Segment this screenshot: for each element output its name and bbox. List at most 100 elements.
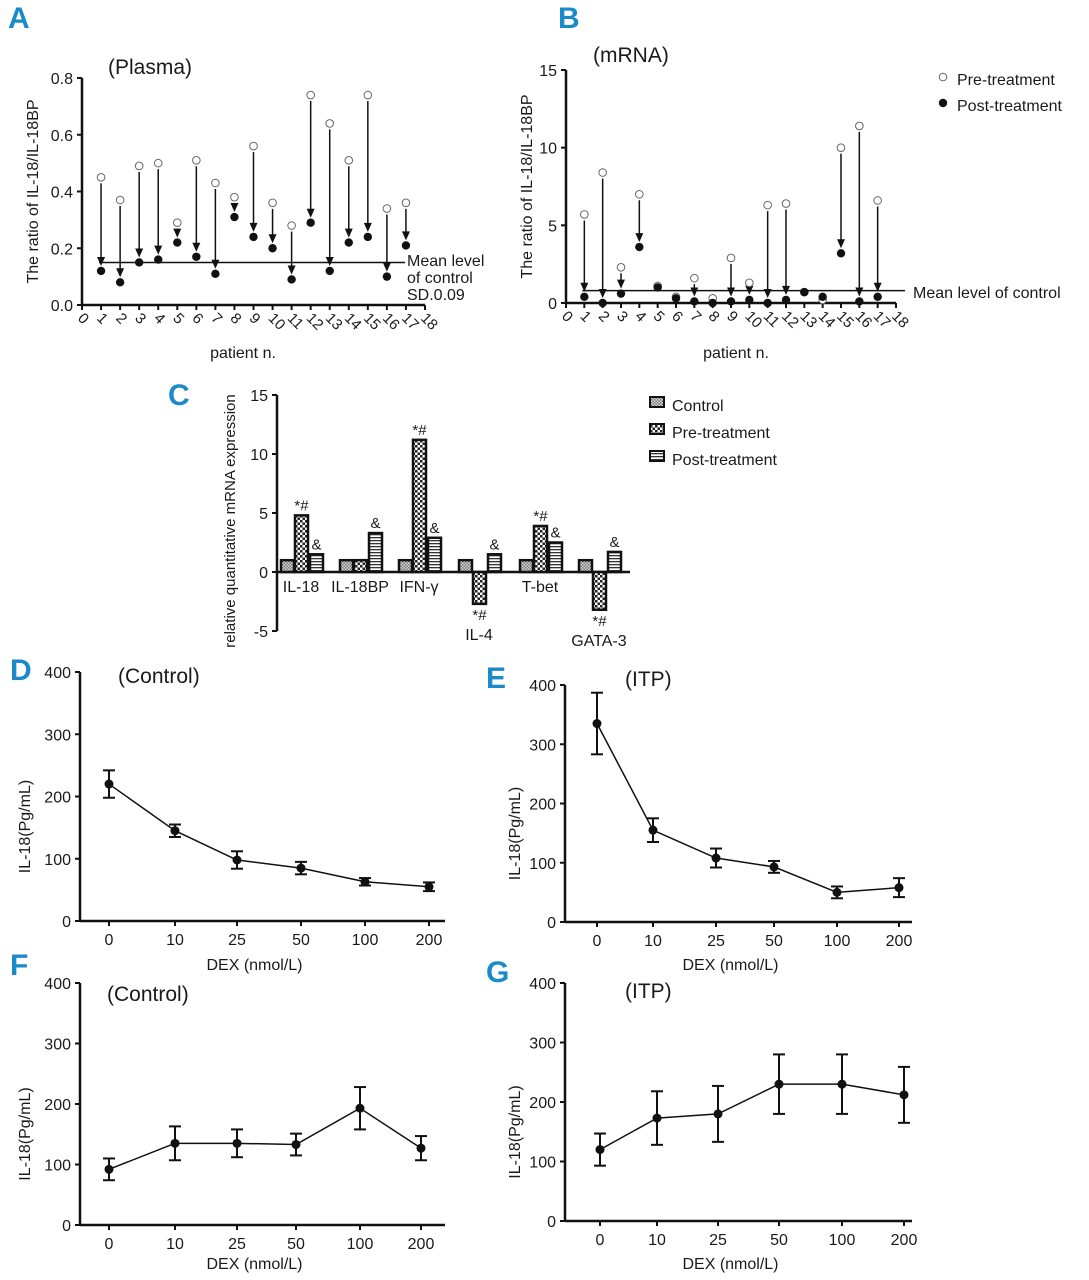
data-point <box>104 1164 114 1174</box>
pre-treatment-point <box>598 168 607 177</box>
panel-letter: C <box>168 379 190 412</box>
y-tick-label: 200 <box>44 790 71 807</box>
post-treatment-point <box>325 266 334 276</box>
x-axis-label: DEX (nmol/L) <box>206 957 302 974</box>
y-tick-label: 0 <box>547 1214 556 1231</box>
pre-treatment-point <box>745 278 754 288</box>
y-tick-label: 100 <box>529 856 556 873</box>
pre-treatment-point <box>382 204 392 213</box>
category-label: IFN-γ <box>399 579 438 596</box>
data-point <box>899 1090 909 1100</box>
data-point <box>713 1109 723 1119</box>
bar-pre-treatment <box>471 570 488 606</box>
pre-treatment-point <box>230 192 239 202</box>
arrow-head <box>249 222 258 232</box>
y-axis-label: IL-18(Pg/mL) <box>17 780 34 873</box>
category-label: T-bet <box>522 579 559 596</box>
arrow-head <box>154 245 163 255</box>
data-point <box>652 1113 662 1123</box>
x-tick-label: 25 <box>228 932 246 949</box>
y-axis-label: The ratio of IL-18/IL-18BP <box>25 99 42 283</box>
x-tick-label: 10 <box>644 933 662 950</box>
post-treatment-point <box>763 298 772 308</box>
pre-treatment-point <box>192 155 201 165</box>
data-point <box>592 719 602 729</box>
pre-treatment-point <box>401 198 411 208</box>
chart-title: (ITP) <box>625 980 672 1003</box>
bar-control <box>397 558 414 574</box>
x-tick-label: 50 <box>287 1236 305 1253</box>
bar-post-treatment <box>547 541 564 574</box>
data-point <box>104 779 114 789</box>
post-treatment-point <box>635 242 644 252</box>
x-tick-label: 200 <box>891 1232 918 1249</box>
post-treatment-point <box>173 238 182 247</box>
x-tick-label: 0 <box>596 1232 605 1249</box>
y-tick-label: 10 <box>250 447 268 464</box>
x-tick-label: 4 <box>632 308 650 326</box>
category-label: GATA-3 <box>571 633 627 650</box>
arrow-head <box>727 287 735 297</box>
x-tick-label: 6 <box>189 310 207 328</box>
pre-treatment-point <box>855 121 864 131</box>
category-label: IL-18BP <box>331 579 389 596</box>
significance-mark: & <box>550 525 560 542</box>
y-axis-label: relative quantitative mRNA expression <box>222 394 239 647</box>
arrow-head <box>344 228 353 238</box>
post-treatment-point <box>818 292 827 301</box>
y-tick-label: 0.4 <box>51 185 73 202</box>
post-treatment-point <box>363 232 373 242</box>
bar-post-treatment <box>426 536 443 574</box>
x-tick-label: 10 <box>166 932 184 949</box>
significance-mark: *# <box>533 508 548 525</box>
post-treatment-point <box>580 292 589 301</box>
x-tick-label: 100 <box>824 933 851 950</box>
pre-treatment-point <box>249 141 258 151</box>
data-point <box>296 863 306 873</box>
x-tick-label: 25 <box>707 933 725 950</box>
panel-c-chart: -5 0 5 10 15 relative quantitative mRNA expre… <box>222 388 777 650</box>
data-point <box>355 1103 365 1113</box>
data-point <box>894 883 904 893</box>
x-tick-label: 18 <box>888 308 912 332</box>
x-tick-label: 50 <box>770 1232 788 1249</box>
post-treatment-point <box>653 283 662 292</box>
panel-e-chart: 0 100 200 300 400 0 10 25 50 100 200 (ITP) DEX (nmol… <box>507 668 912 974</box>
x-tick-label: 10 <box>648 1232 666 1249</box>
arrow-head <box>401 231 410 241</box>
y-tick-label: 0 <box>62 1218 71 1235</box>
y-tick-label: 300 <box>529 737 556 754</box>
post-treatment-point <box>598 298 607 308</box>
bar-pre-treatment <box>352 558 369 574</box>
arrow-head <box>173 228 182 238</box>
arrow-head <box>116 268 125 278</box>
x-axis-label: DEX (nmol/L) <box>206 1256 302 1273</box>
x-tick-label: 50 <box>292 932 310 949</box>
y-tick-label: 5 <box>548 218 557 235</box>
x-tick-label: 8 <box>227 310 245 328</box>
x-tick-label: 100 <box>352 932 379 949</box>
pre-treatment-point <box>635 189 644 199</box>
data-point <box>648 825 658 835</box>
bar-post-treatment <box>606 550 623 574</box>
post-treatment-point <box>268 244 277 253</box>
series-line <box>108 783 430 888</box>
data-point <box>711 853 721 863</box>
pre-treatment-point <box>96 173 106 182</box>
arrow-head <box>192 242 201 252</box>
post-treatment-point <box>708 298 717 308</box>
legend-label: Pre-treatment <box>672 425 770 442</box>
arrow-head <box>782 285 790 295</box>
panel-g-chart: 0 100 200 300 400 0 10 25 50 100 200 (ITP) DEX (nmol… <box>507 976 917 1273</box>
x-tick-label: 0 <box>74 310 92 328</box>
x-tick-label: 25 <box>228 1236 246 1253</box>
bar-control <box>577 558 594 574</box>
y-tick-label: 15 <box>250 388 268 405</box>
data-point <box>291 1140 301 1150</box>
arrow-head <box>763 289 772 298</box>
x-tick-label: 9 <box>246 310 264 328</box>
x-tick-label: 18 <box>417 310 441 334</box>
x-tick-label: 3 <box>613 308 631 326</box>
data-point <box>232 855 242 865</box>
